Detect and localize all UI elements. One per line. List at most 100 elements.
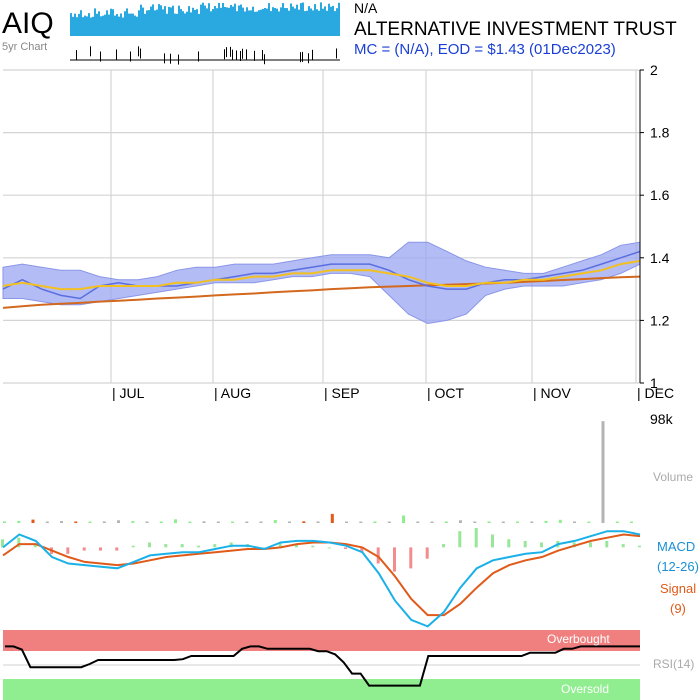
price-panel: 2 1.8 1.6 1.4 1.2 1 | JUL | AUG | SEP | OCT | NOV… bbox=[2, 62, 674, 401]
thumbnail-price-bar bbox=[214, 6, 216, 36]
thumbnail-volume-tick bbox=[242, 48, 243, 59]
macd-histogram-bar bbox=[1, 539, 4, 548]
macd-histogram-bar bbox=[491, 534, 494, 548]
macd-histogram-bar bbox=[638, 545, 641, 548]
thumbnail-price-bar bbox=[316, 9, 318, 36]
volume-bar bbox=[259, 521, 263, 523]
volume-bar bbox=[273, 520, 277, 523]
volume-bar bbox=[615, 521, 619, 523]
thumbnail-price-bar bbox=[196, 9, 198, 36]
thumbnail-price-bar bbox=[202, 2, 204, 36]
thumbnail-price-bar bbox=[204, 5, 206, 36]
thumbnail-price-bar bbox=[166, 13, 168, 37]
thumbnail-price-bar bbox=[252, 6, 254, 36]
thumbnail-price-bar bbox=[234, 3, 236, 36]
macd-histogram-bar bbox=[180, 544, 184, 548]
volume-bar bbox=[345, 521, 348, 523]
thumbnail-price-bar bbox=[216, 8, 218, 36]
thumbnail-price-bar bbox=[118, 16, 120, 36]
macd-histogram-bar bbox=[376, 547, 380, 564]
thumbnail-price-bar bbox=[312, 10, 314, 36]
thumbnail-price-bar bbox=[244, 11, 246, 36]
thumbnail-price-bar bbox=[136, 16, 138, 36]
price-grid bbox=[3, 69, 640, 384]
macd-histogram-bar bbox=[17, 537, 21, 548]
price-tick-label: 1.4 bbox=[650, 250, 670, 266]
thumbnail-price-bar bbox=[328, 3, 330, 36]
thumbnail-price-bar bbox=[222, 3, 224, 36]
price-tick-label: 1.6 bbox=[650, 187, 670, 203]
short-moving-average-line bbox=[2, 259, 641, 291]
macd-params: (12-26) bbox=[657, 559, 699, 574]
macd-histogram-bar bbox=[393, 547, 396, 572]
thumbnail-price-bar bbox=[210, 11, 212, 37]
thumbnail-price-bar bbox=[330, 6, 332, 36]
macd-histogram-bar bbox=[115, 547, 119, 551]
thumbnail-price-bar bbox=[124, 11, 126, 36]
volume-bar bbox=[587, 521, 591, 523]
macd-label: MACD bbox=[657, 539, 695, 554]
thumbnail-price-bar bbox=[128, 13, 130, 36]
macd-histogram-bar bbox=[99, 547, 102, 551]
month-tick-label: | NOV bbox=[533, 385, 572, 401]
header: AIQ 5yr Chart N/A ALTERNATIVE INVESTMENT… bbox=[2, 0, 677, 65]
thumbnail-price-bar bbox=[264, 8, 266, 36]
month-tick-label: | AUG bbox=[214, 385, 251, 401]
thumbnail-volume-tick bbox=[198, 51, 199, 62]
thumbnail-price-bar bbox=[300, 3, 302, 37]
thumbnail-volume-tick bbox=[300, 52, 301, 63]
thumbnail-price-bar bbox=[78, 13, 80, 36]
thumbnail-volume-tick bbox=[312, 49, 313, 60]
rsi-line bbox=[5, 645, 640, 687]
volume-bar bbox=[373, 521, 377, 523]
thumbnail-price-bar bbox=[310, 8, 312, 36]
signal-line bbox=[2, 533, 641, 617]
ticker-symbol: AIQ bbox=[2, 7, 54, 40]
thumbnail-volume-tick bbox=[130, 51, 131, 62]
thumbnail-price-bar bbox=[228, 7, 230, 37]
volume-bar bbox=[288, 521, 291, 523]
thumbnail-price-bar bbox=[230, 5, 232, 36]
volume-bar bbox=[45, 521, 49, 523]
macd-histogram-bar bbox=[327, 547, 331, 549]
price-tick-label: 1 bbox=[650, 375, 658, 391]
thumbnail-price-bar bbox=[112, 9, 114, 36]
overbought-zone bbox=[3, 630, 640, 651]
thumbnail-price-bar bbox=[98, 11, 100, 37]
thumbnail-price-bar bbox=[336, 8, 338, 36]
volume-bar bbox=[60, 521, 63, 523]
thumbnail-price-bar bbox=[242, 7, 244, 36]
month-axis-ticks: | JUL | AUG | SEP | OCT | NOV | DEC bbox=[112, 385, 674, 401]
thumbnail-price-bar bbox=[114, 15, 116, 36]
volume-bar bbox=[359, 521, 363, 523]
thumbnail-price-bar bbox=[246, 7, 248, 37]
thumbnail-price-bar bbox=[154, 10, 156, 36]
five-year-thumbnail-chart[interactable] bbox=[70, 0, 340, 65]
volume-bar bbox=[630, 521, 633, 523]
thumbnail-price-bar bbox=[206, 8, 208, 36]
volume-bar bbox=[188, 521, 192, 523]
thumbnail-price-bar bbox=[126, 8, 128, 36]
price-tick-label: 1.8 bbox=[650, 125, 670, 141]
thumbnail-price-bar bbox=[188, 6, 190, 36]
macd-histogram-bar bbox=[540, 542, 543, 548]
thumbnail-price-bar bbox=[236, 11, 238, 36]
price-volatility-band bbox=[2, 241, 641, 325]
volume-bar bbox=[430, 521, 434, 523]
thumbnail-price-bar bbox=[254, 11, 256, 37]
thumbnail-price-bar bbox=[308, 6, 310, 36]
volume-bar bbox=[231, 521, 234, 523]
volume-bar bbox=[302, 521, 306, 523]
macd-histogram-bar bbox=[278, 542, 282, 548]
volume-bar bbox=[516, 521, 519, 523]
macd-histogram-bar bbox=[197, 545, 200, 548]
signal-params: (9) bbox=[670, 601, 686, 616]
thumbnail-price-bar bbox=[108, 14, 110, 36]
thumbnail-volume-tick bbox=[302, 51, 303, 62]
volume-bar bbox=[17, 520, 21, 523]
month-tick-label: | OCT bbox=[427, 385, 465, 401]
thumbnail-price-bar bbox=[148, 10, 150, 36]
macd-histogram-bar bbox=[360, 547, 364, 553]
thumbnail-price-bar bbox=[268, 3, 270, 37]
